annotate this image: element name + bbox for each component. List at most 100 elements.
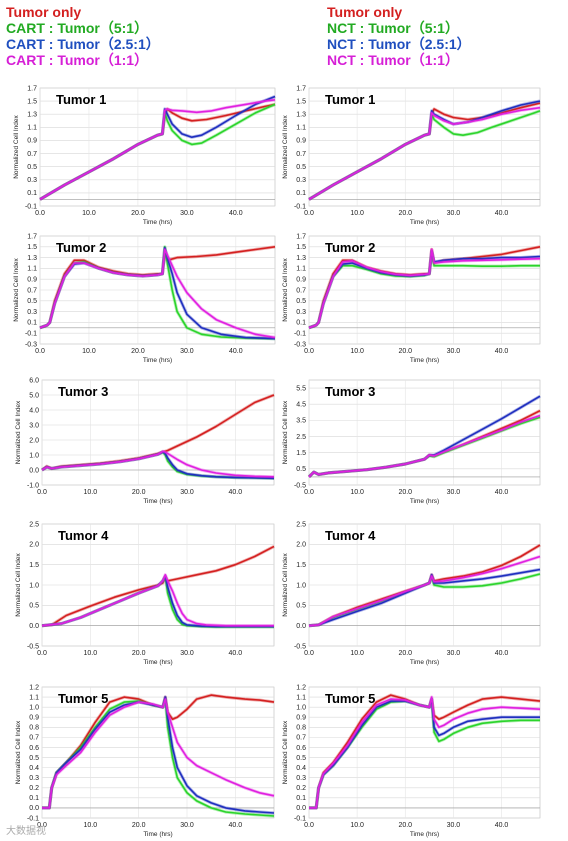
y-axis-label: Normalized Cell Index bbox=[15, 552, 22, 616]
y-tick-label: 0.1 bbox=[27, 320, 37, 327]
y-tick-label: -0.5 bbox=[27, 643, 39, 650]
x-tick-label: 10.0 bbox=[82, 348, 96, 355]
y-tick-label: -0.1 bbox=[294, 331, 306, 338]
chart-panel: -0.50.00.51.01.52.02.50.0 10.0 20.0 30.0 40.… bbox=[282, 521, 541, 666]
y-tick-label: 1.2 bbox=[296, 684, 306, 691]
y-tick-label: 1.3 bbox=[296, 255, 306, 262]
x-tick-label: 30.0 bbox=[447, 348, 461, 355]
chart-panel: -0.1 0.1 0.3 0.5 0.7 0.9 1.1 1.3 1.5 1.7 0.0 10.0 20… bbox=[13, 85, 276, 226]
y-tick-label: 4.5 bbox=[296, 402, 306, 409]
y-tick-label: 0.8 bbox=[296, 725, 306, 732]
panel-title: Tumor 3 bbox=[58, 384, 108, 399]
x-axis-label: Time (hrs) bbox=[143, 831, 172, 838]
y-tick-label: 1.0 bbox=[29, 452, 39, 459]
panel-title: Tumor 3 bbox=[325, 384, 375, 399]
y-tick-label: -0.3 bbox=[25, 341, 37, 348]
x-axis-label: Time (hrs) bbox=[410, 498, 439, 505]
x-tick-label: 20.0 bbox=[132, 489, 146, 496]
x-axis-label: Time (hrs) bbox=[143, 498, 172, 505]
x-tick-label: 0.0 bbox=[304, 210, 314, 217]
x-tick-label: 40.0 bbox=[495, 650, 509, 657]
panel-title: Tumor 2 bbox=[325, 240, 375, 255]
y-tick-label: -0.3 bbox=[294, 341, 306, 348]
x-tick-label: 40.0 bbox=[495, 210, 509, 217]
panel-title: Tumor 4 bbox=[325, 528, 376, 543]
x-tick-label: 40.0 bbox=[495, 822, 509, 829]
y-tick-label: 0.5 bbox=[27, 164, 37, 171]
y-tick-label: 0.8 bbox=[29, 725, 39, 732]
x-tick-label: 30.0 bbox=[180, 210, 194, 217]
chart-panel: -0.50.00.51.01.52.02.50.0 10.0 20.0 30.0 40.… bbox=[15, 521, 275, 666]
y-tick-label: 1.3 bbox=[27, 255, 37, 262]
y-tick-label: 0.7 bbox=[27, 151, 37, 158]
x-tick-label: 10.0 bbox=[350, 822, 364, 829]
series-line-magenta bbox=[39, 99, 276, 201]
x-axis-label: Time (hrs) bbox=[410, 357, 439, 364]
y-tick-label: 1.5 bbox=[296, 450, 306, 457]
y-tick-label: 0.5 bbox=[296, 164, 306, 171]
x-tick-label: 10.0 bbox=[350, 650, 364, 657]
series-line-magenta bbox=[39, 248, 276, 339]
y-tick-label: 0.7 bbox=[27, 287, 37, 294]
x-tick-label: 0.0 bbox=[304, 489, 314, 496]
chart-panel: -0.3 -0.1 0.1 0.3 0.5 0.7 0.9 1.1 1.3 1.5 1.7 0.0 10… bbox=[282, 233, 541, 364]
y-tick-label: 0.0 bbox=[296, 805, 306, 812]
series-line-magenta bbox=[308, 414, 541, 478]
y-tick-label: 0.9 bbox=[296, 277, 306, 284]
x-tick-label: 40.0 bbox=[229, 489, 243, 496]
y-tick-label: 0.1 bbox=[296, 190, 306, 197]
y-tick-label: 0.5 bbox=[296, 466, 306, 473]
watermark-text: 大数据视 bbox=[6, 826, 46, 837]
chart-panel: -0.10.00.10.20.30.40.50.60.70.80.91.01.1… bbox=[15, 684, 275, 838]
x-tick-label: 40.0 bbox=[495, 348, 509, 355]
y-tick-label: 0.1 bbox=[296, 795, 306, 802]
x-tick-label: 10.0 bbox=[350, 489, 364, 496]
x-tick-label: 30.0 bbox=[447, 822, 461, 829]
y-tick-label: 2.5 bbox=[296, 521, 306, 528]
y-tick-label: 1.1 bbox=[27, 266, 37, 273]
x-tick-label: 40.0 bbox=[495, 489, 509, 496]
panel-title: Tumor 4 bbox=[58, 528, 109, 543]
x-tick-label: 20.0 bbox=[398, 348, 412, 355]
x-axis-label: Time (hrs) bbox=[143, 219, 172, 226]
x-tick-label: 30.0 bbox=[447, 210, 461, 217]
y-axis-label: Normalized Cell Index bbox=[282, 114, 289, 178]
x-tick-label: 30.0 bbox=[447, 489, 461, 496]
y-tick-label: 0.5 bbox=[29, 755, 39, 762]
legend-item-cart-2-5-1: CART : Tumor（2.5:1） bbox=[6, 36, 160, 52]
y-tick-label: -0.1 bbox=[25, 331, 37, 338]
y-tick-label: 0.9 bbox=[296, 715, 306, 722]
y-tick-label: 1.7 bbox=[296, 85, 306, 92]
x-tick-label: 0.0 bbox=[304, 348, 314, 355]
legend-item-tumor-only: Tumor only bbox=[6, 4, 82, 20]
x-tick-label: 40.0 bbox=[229, 348, 243, 355]
y-tick-label: 1.1 bbox=[296, 266, 306, 273]
series-line-magenta bbox=[42, 698, 275, 809]
y-tick-label: 5.5 bbox=[296, 385, 306, 392]
y-axis-label: Normalized Cell Index bbox=[15, 720, 22, 784]
y-axis-label: Normalized Cell Index bbox=[282, 400, 289, 464]
x-tick-label: 20.0 bbox=[132, 650, 146, 657]
y-tick-label: 1.5 bbox=[29, 562, 39, 569]
chart-panel: -0.5 0.5 1.5 2.5 3.5 4.5 5.5 0.0 10.0 20.0 30.0 40.… bbox=[282, 379, 541, 505]
y-tick-label: 0.3 bbox=[27, 177, 37, 184]
x-tick-label: 10.0 bbox=[84, 822, 98, 829]
panel-title: Tumor 2 bbox=[56, 240, 106, 255]
x-tick-label: 40.0 bbox=[229, 650, 243, 657]
y-tick-label: 4.0 bbox=[29, 407, 39, 414]
panel-title: Tumor 5 bbox=[325, 691, 375, 706]
y-axis-label: Normalized Cell Index bbox=[13, 114, 20, 178]
y-tick-label: 0.1 bbox=[27, 190, 37, 197]
x-tick-label: 20.0 bbox=[398, 822, 412, 829]
y-tick-label: 0.9 bbox=[296, 138, 306, 145]
y-tick-label: 0.7 bbox=[296, 151, 306, 158]
series-line-magenta bbox=[308, 248, 541, 329]
panel-title: Tumor 1 bbox=[325, 92, 375, 107]
y-tick-label: 0.3 bbox=[296, 775, 306, 782]
y-tick-label: 1.5 bbox=[296, 98, 306, 105]
y-tick-label: 1.5 bbox=[296, 244, 306, 251]
y-tick-label: -0.1 bbox=[294, 203, 306, 210]
y-tick-label: 0.5 bbox=[296, 298, 306, 305]
y-tick-label: 0.0 bbox=[296, 623, 306, 630]
y-tick-label: 1.0 bbox=[296, 582, 306, 589]
